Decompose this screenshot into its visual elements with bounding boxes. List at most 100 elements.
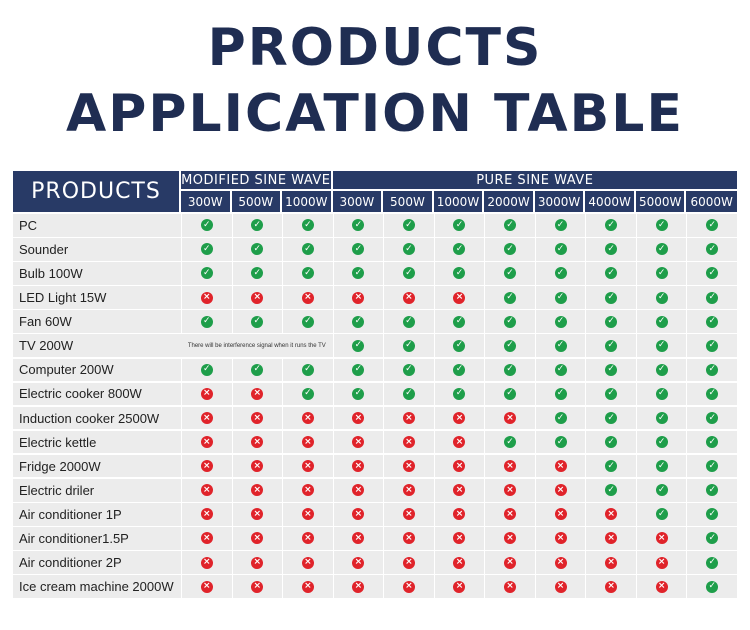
- table-cell: ✓: [181, 358, 232, 382]
- table-cell: ✓: [383, 334, 434, 357]
- table-cell: ×: [282, 527, 333, 550]
- cross-circle-icon: ×: [402, 460, 415, 473]
- table-cell: ×: [181, 551, 232, 574]
- table-cell: ✓: [585, 454, 636, 478]
- cross-circle-icon: ×: [251, 532, 264, 545]
- table-cell: ×: [231, 430, 283, 454]
- table-cell: ✓: [686, 527, 737, 550]
- table-cell: ✓: [383, 358, 434, 382]
- table-cell: ×: [433, 454, 485, 478]
- table-cell: ×: [433, 479, 485, 502]
- check-circle-icon: ✓: [301, 387, 314, 400]
- header-watt-pure-6000w: 6000W: [686, 191, 737, 212]
- cross-circle-icon: ×: [301, 436, 314, 449]
- check-circle-icon: ✓: [554, 387, 567, 400]
- check-circle-icon: ✓: [301, 219, 314, 232]
- check-circle-icon: ✓: [655, 460, 668, 473]
- check-circle-icon: ✓: [504, 219, 517, 232]
- check-circle-icon: ✓: [402, 339, 415, 352]
- check-circle-icon: ✓: [251, 267, 264, 280]
- check-circle-icon: ✓: [402, 219, 415, 232]
- check-circle-icon: ✓: [605, 484, 618, 497]
- header-pure-sine-wave: PURE SINE WAVE: [332, 171, 737, 191]
- cross-circle-icon: ×: [655, 580, 668, 593]
- table-cell: ✓: [635, 503, 687, 526]
- table-cell: ✓: [686, 430, 737, 454]
- check-circle-icon: ✓: [655, 339, 668, 352]
- table-cell: ×: [484, 479, 535, 502]
- check-circle-icon: ✓: [504, 267, 517, 280]
- table-cell: ✓: [686, 406, 737, 430]
- table-cell: ×: [332, 406, 384, 430]
- check-circle-icon: ✓: [706, 436, 719, 449]
- cross-circle-icon: ×: [504, 460, 517, 473]
- header-watt-pure-500w: 500W: [383, 191, 434, 212]
- row-product-name: Bulb 100W: [19, 265, 83, 281]
- cross-circle-icon: ×: [402, 532, 415, 545]
- page-title-line1: PRODUCTS: [207, 18, 543, 78]
- check-circle-icon: ✓: [706, 508, 719, 521]
- cross-circle-icon: ×: [352, 508, 365, 521]
- check-circle-icon: ✓: [706, 484, 719, 497]
- cross-circle-icon: ×: [200, 460, 213, 473]
- check-circle-icon: ✓: [554, 412, 567, 424]
- table-cell: ✓: [484, 262, 535, 285]
- cross-circle-icon: ×: [605, 508, 618, 521]
- cross-circle-icon: ×: [200, 484, 213, 497]
- check-circle-icon: ✓: [706, 580, 719, 593]
- table-cell: ×: [534, 575, 586, 598]
- check-circle-icon: ✓: [352, 267, 365, 280]
- table-cell: ×: [282, 575, 333, 598]
- table-cell: ✓: [484, 334, 535, 357]
- table-cell: ✓: [635, 454, 687, 478]
- table-header: PRODUCTS MODIFIED SINE WAVE PURE SINE WA…: [13, 171, 737, 212]
- table-cell: ×: [635, 527, 687, 550]
- table-cell: ✓: [686, 479, 737, 502]
- table-cell: ✓: [686, 238, 737, 261]
- table-cell: ✓: [433, 310, 485, 333]
- cross-circle-icon: ×: [200, 556, 213, 569]
- check-circle-icon: ✓: [251, 219, 264, 232]
- cross-circle-icon: ×: [200, 436, 213, 449]
- table-cell: ✓: [635, 479, 687, 502]
- table-cell: ✓: [686, 454, 737, 478]
- check-circle-icon: ✓: [706, 243, 719, 256]
- table-cell: ×: [231, 479, 283, 502]
- table-cell: ×: [585, 527, 636, 550]
- cross-circle-icon: ×: [251, 508, 264, 521]
- table-cell: ✓: [585, 286, 636, 309]
- table-cell: ✓: [484, 214, 535, 237]
- check-circle-icon: ✓: [301, 363, 314, 376]
- cross-circle-icon: ×: [453, 556, 466, 569]
- check-circle-icon: ✓: [706, 267, 719, 280]
- table-cell: ✓: [686, 358, 737, 382]
- table-cell: ✓: [585, 238, 636, 261]
- cross-circle-icon: ×: [453, 436, 466, 449]
- cross-circle-icon: ×: [301, 484, 314, 497]
- cross-circle-icon: ×: [402, 556, 415, 569]
- table-cell: ×: [231, 382, 283, 406]
- check-circle-icon: ✓: [605, 291, 618, 304]
- row-product-name: Air conditioner1.5P: [19, 530, 129, 546]
- table-cell: ✓: [181, 238, 232, 261]
- table-cell: ✓: [231, 358, 283, 382]
- table-cell: ×: [332, 527, 384, 550]
- row-product-name: Sounder: [19, 241, 69, 257]
- table-cell: ✓: [181, 214, 232, 237]
- cross-circle-icon: ×: [504, 508, 517, 521]
- cross-circle-icon: ×: [453, 532, 466, 545]
- check-circle-icon: ✓: [504, 387, 517, 400]
- table-cell: ✓: [585, 479, 636, 502]
- table-cell: ✓: [534, 406, 586, 430]
- cross-circle-icon: ×: [554, 508, 567, 521]
- check-circle-icon: ✓: [554, 219, 567, 232]
- check-circle-icon: ✓: [706, 532, 719, 545]
- cross-circle-icon: ×: [251, 436, 264, 449]
- cross-circle-icon: ×: [200, 508, 213, 521]
- row-product-name: LED Light 15W: [19, 290, 107, 306]
- cross-circle-icon: ×: [402, 436, 415, 449]
- table-cell: ✓: [635, 310, 687, 333]
- check-circle-icon: ✓: [554, 436, 567, 449]
- check-circle-icon: ✓: [554, 339, 567, 352]
- cross-circle-icon: ×: [200, 387, 213, 400]
